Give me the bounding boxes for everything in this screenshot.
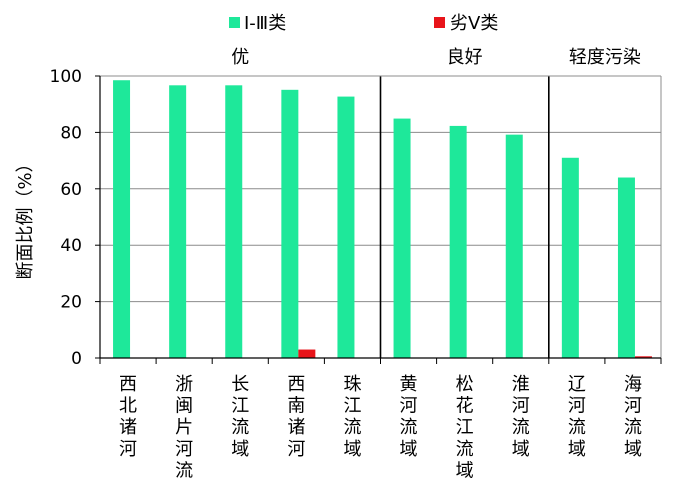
y-tick-label-100: 100 <box>50 67 82 87</box>
x-category-label-西北诸河: 西北诸河 <box>119 374 137 460</box>
y-tick-label-20: 20 <box>60 293 82 313</box>
group-separators <box>379 76 550 358</box>
x-category-label-松花江流域: 松花江流域 <box>456 374 474 481</box>
x-category-label-长江流域: 长江流域 <box>231 374 249 460</box>
bar-Ⅰ-Ⅲ类-西北诸河 <box>113 80 131 358</box>
bars <box>113 80 652 359</box>
y-tick-label-60: 60 <box>60 180 82 200</box>
y-axis-title: 断面比例（%） <box>15 154 36 279</box>
bar-Ⅰ-Ⅲ类-西南诸河 <box>281 89 299 359</box>
group-label-0: 优 <box>231 47 249 68</box>
bar-Ⅰ-Ⅲ类-辽河流域 <box>561 157 579 358</box>
legend-label-1: 劣Ⅴ类 <box>450 13 498 34</box>
group-label-2: 轻度污染 <box>569 47 641 68</box>
legend-label-0: Ⅰ-Ⅲ类 <box>244 13 286 34</box>
legend: Ⅰ-Ⅲ类 劣Ⅴ类 <box>229 13 498 34</box>
x-category-label-珠江流域: 珠江流域 <box>343 374 361 460</box>
y-tick-label-40: 40 <box>60 236 82 256</box>
axes <box>95 75 662 364</box>
bar-Ⅰ-Ⅲ类-松花江流域 <box>449 125 467 358</box>
x-category-label-浙闽片河流: 浙闽片河流 <box>175 374 193 481</box>
bar-劣Ⅴ类-西南诸河 <box>298 349 316 358</box>
legend-swatch-0 <box>229 17 240 28</box>
y-tick-label-80: 80 <box>60 123 82 143</box>
bar-劣Ⅴ类-海河流域 <box>634 356 652 358</box>
x-category-label-辽河流域: 辽河流域 <box>568 374 586 460</box>
bar-Ⅰ-Ⅲ类-淮河流域 <box>505 134 523 358</box>
x-category-label-西南诸河: 西南诸河 <box>287 374 305 460</box>
bar-Ⅰ-Ⅲ类-海河流域 <box>617 177 635 358</box>
bar-Ⅰ-Ⅲ类-浙闽片河流 <box>169 85 187 358</box>
y-tick-label-0: 0 <box>71 349 82 369</box>
x-category-label-海河流域: 海河流域 <box>624 374 642 460</box>
bar-Ⅰ-Ⅲ类-长江流域 <box>225 85 243 358</box>
bar-Ⅰ-Ⅲ类-珠江流域 <box>337 96 355 358</box>
labels: 0 20 40 60 80 100 西北诸河 浙闽片河流 长江流域 西南诸河 珠江流域 黄河流域 松花江… <box>15 47 642 481</box>
bar-Ⅰ-Ⅲ类-黄河流域 <box>393 118 411 358</box>
group-label-1: 良好 <box>447 47 483 68</box>
legend-swatch-1 <box>434 17 445 28</box>
x-category-label-黄河流域: 黄河流域 <box>400 374 418 460</box>
x-category-label-淮河流域: 淮河流域 <box>512 374 530 460</box>
